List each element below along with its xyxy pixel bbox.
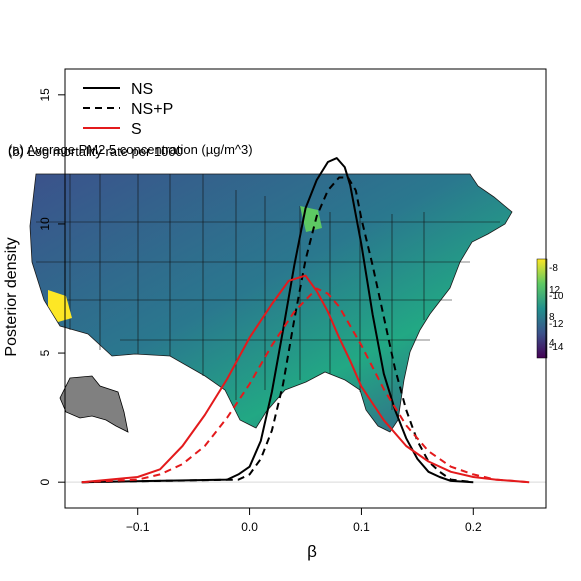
- inset-title: (b) Log mortality rate per 1000: [8, 144, 183, 159]
- colorbar: [536, 258, 548, 359]
- inset-map: -8 -10 -12 -14 12 8 4 (a) Average PM2.5 …: [8, 142, 564, 433]
- colorbar-label: 4: [549, 338, 555, 349]
- map-hotspot: [48, 290, 72, 322]
- legend-label-ns: NS: [131, 81, 153, 98]
- x-axis: −0.1 0.0 0.1 0.2: [126, 508, 482, 534]
- plot-frame: [64, 68, 547, 509]
- series-line-1: [81, 176, 474, 484]
- x-axis-label: β: [307, 542, 317, 561]
- colorbar-label: 8: [549, 312, 555, 323]
- x-tick-label: 0.1: [353, 520, 370, 534]
- legend: NS NS+P S: [83, 81, 173, 138]
- series-line-2: [81, 274, 530, 484]
- colorbar-label: -14: [549, 342, 564, 353]
- y-tick-label: 15: [38, 88, 52, 102]
- x-tick-label: 0.0: [241, 520, 258, 534]
- y-axis: 0 5 10 15: [38, 88, 65, 486]
- inset-title: (a) Average PM2.5 concentration (µg/m^3): [8, 142, 253, 157]
- x-tick-label: −0.1: [126, 520, 150, 534]
- y-tick-label: 0: [38, 479, 52, 486]
- colorbar-label: -8: [549, 263, 558, 274]
- legend-label-s: S: [131, 121, 142, 138]
- colorbar-label: 12: [549, 285, 561, 296]
- colorbar-labels: -8 -10 -12 -14 12 8 4: [549, 263, 564, 353]
- y-axis-label: Posterior density: [3, 237, 20, 356]
- series-line-3: [81, 287, 530, 484]
- density-curves: [65, 157, 546, 484]
- colorbar-label: -10: [549, 291, 564, 302]
- series-line-0: [81, 157, 474, 484]
- colorbar-label: -12: [549, 319, 564, 330]
- x-tick-label: 0.2: [465, 520, 482, 534]
- y-tick-label: 10: [38, 217, 52, 231]
- y-tick-label: 5: [38, 349, 52, 356]
- map-alaska: [59, 375, 129, 433]
- legend-label-nsp: NS+P: [131, 101, 173, 118]
